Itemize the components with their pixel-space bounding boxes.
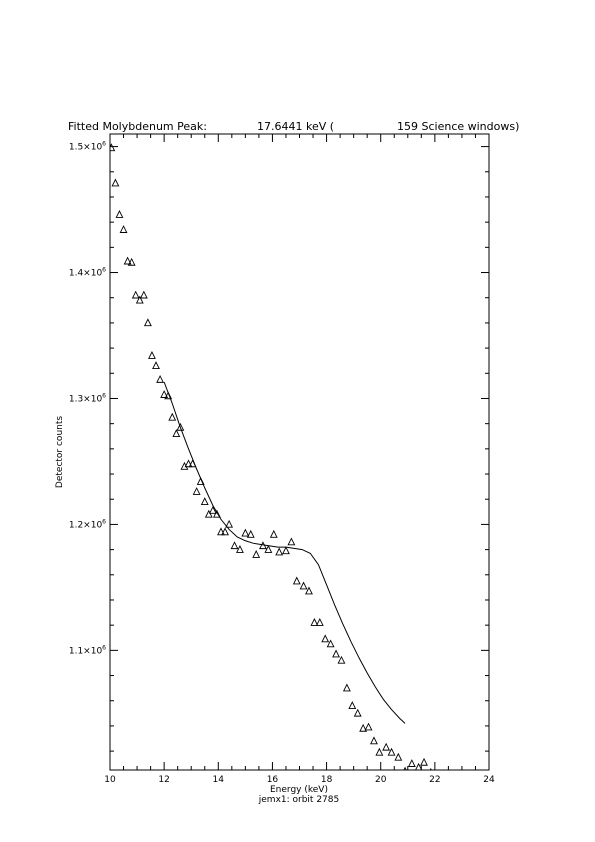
data-point (275, 547, 284, 556)
data-point (337, 655, 346, 664)
data-point (204, 509, 213, 518)
x-tick-labels: 10 12 14 16 18 20 22 24 (104, 775, 495, 785)
data-point (225, 519, 234, 528)
data-point (200, 497, 209, 505)
data-point (342, 683, 351, 692)
data-point (353, 708, 362, 717)
y-tick-label: 1.1×106 (69, 644, 106, 656)
axis-ticks (109, 134, 490, 770)
chart-title-part2: 17.6441 keV ( (257, 120, 334, 133)
data-point (230, 541, 239, 550)
data-point (315, 618, 324, 626)
data-point (119, 225, 128, 233)
data-point (110, 143, 116, 152)
data-point (246, 529, 255, 538)
data-point (394, 752, 403, 761)
data-point (282, 546, 290, 555)
data-point (415, 762, 423, 770)
data-point (382, 742, 391, 751)
x-tick-label: 18 (321, 775, 333, 785)
data-point (115, 209, 124, 218)
data-point (299, 581, 308, 590)
x-tick-label: 24 (483, 775, 495, 785)
data-point (359, 723, 368, 732)
data-point (348, 701, 357, 710)
y-tick-label: 1.3×106 (69, 392, 106, 404)
x-tick-label: 22 (429, 775, 440, 785)
data-point (217, 527, 225, 536)
data-point (287, 537, 296, 546)
data-point (152, 361, 160, 369)
data-point (176, 422, 185, 431)
chart-title-part3: 159 Science windows) (397, 120, 519, 133)
data-point (156, 374, 165, 383)
data-point (236, 544, 244, 553)
data-point (172, 429, 181, 437)
data-point (135, 295, 144, 304)
data-point (196, 476, 205, 485)
chart-title-part1: Fitted Molybdenum Peak: (68, 120, 207, 133)
data-point (192, 487, 201, 495)
data-point (332, 649, 340, 658)
data-point (111, 178, 120, 187)
data-points-layer (110, 143, 432, 770)
x-tick-label: 14 (213, 775, 225, 785)
data-point (269, 529, 278, 538)
x-tick-label: 16 (267, 775, 279, 785)
x-tick-label: 20 (375, 775, 387, 785)
data-point (264, 544, 273, 553)
x-axis-label: Energy (keV) (270, 785, 328, 795)
y-tick-labels: 1.1×106 1.2×106 1.3×106 1.4×106 1.5×106 (69, 141, 106, 657)
data-point (188, 459, 197, 468)
data-point (387, 747, 396, 756)
y-axis-label: Detector counts (55, 416, 65, 488)
data-point (127, 257, 136, 266)
y-tick-label: 1.4×106 (69, 267, 106, 279)
data-point (164, 391, 173, 400)
data-point (420, 757, 428, 766)
data-point (370, 736, 378, 745)
data-point (148, 351, 156, 359)
data-point (221, 527, 229, 536)
x-tick-label: 12 (158, 775, 169, 785)
data-point (168, 412, 177, 421)
y-tick-label: 1.5×106 (69, 141, 106, 153)
data-point (259, 541, 267, 550)
x-tick-label: 10 (104, 775, 116, 785)
data-point (160, 390, 169, 398)
data-point (326, 639, 335, 648)
data-point (321, 634, 330, 643)
data-point (364, 722, 373, 731)
y-tick-label: 1.2×106 (69, 518, 106, 530)
data-point (213, 509, 221, 518)
data-point (131, 290, 140, 299)
data-point (123, 256, 132, 265)
data-point (184, 459, 193, 468)
data-point (407, 759, 416, 767)
data-point (241, 528, 250, 537)
data-point (143, 318, 152, 327)
chart-subtitle: jemx1: orbit 2785 (258, 795, 339, 805)
data-point (375, 747, 384, 756)
data-point (305, 586, 313, 595)
data-point (208, 505, 217, 514)
data-point (139, 290, 148, 299)
data-point (252, 550, 261, 558)
data-point (310, 618, 319, 626)
data-point (292, 576, 301, 585)
